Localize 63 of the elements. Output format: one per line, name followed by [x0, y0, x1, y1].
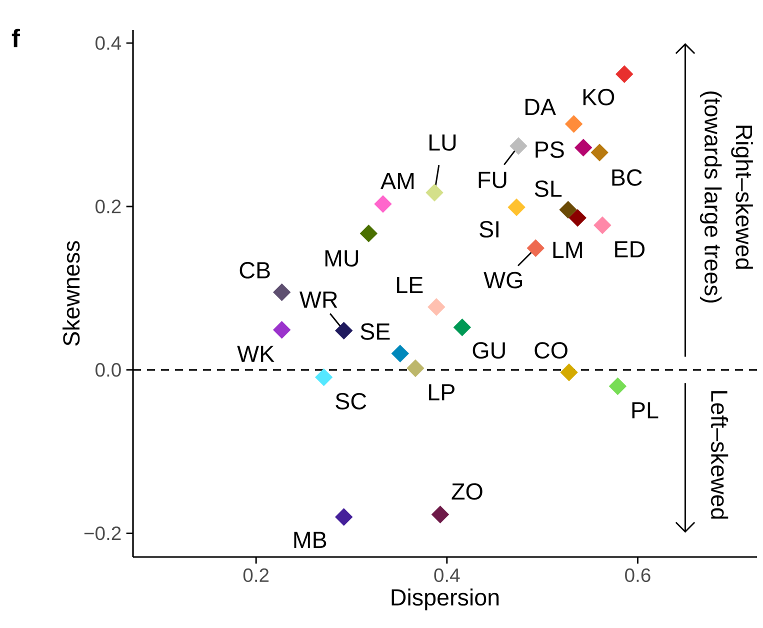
point — [335, 508, 353, 526]
annotation: WR — [300, 292, 338, 308]
annotation: GU — [472, 342, 505, 359]
annotation: SL — [534, 180, 562, 198]
annotation: KO — [583, 88, 614, 106]
point — [560, 364, 578, 382]
annotation: CO — [534, 342, 568, 359]
text: f — [12, 28, 20, 48]
annotation: SE — [360, 323, 390, 340]
point — [374, 195, 392, 213]
annotation: PS — [536, 141, 564, 158]
annotation: BC — [612, 169, 642, 186]
y-tick-label: 0.4 — [96, 36, 122, 50]
x-axis-title: Dispersion — [392, 588, 499, 610]
annotation: Left–skewed — [710, 391, 728, 519]
point — [508, 198, 526, 216]
point — [406, 360, 424, 378]
annotation: WG — [484, 272, 522, 288]
point — [391, 344, 409, 362]
annotation: LP — [429, 384, 454, 400]
y-tick-label: −0.2 — [84, 526, 121, 540]
x-tick-label: 0.2 — [243, 568, 269, 582]
point — [568, 209, 586, 227]
y-tick-label: 0.2 — [96, 200, 121, 214]
point — [608, 377, 626, 395]
annotation: ZO — [452, 483, 482, 500]
annotation: SI — [480, 221, 498, 238]
point — [453, 318, 471, 336]
annotation: MB — [294, 532, 326, 548]
point — [616, 65, 634, 83]
annotation: (towards large trees) — [700, 92, 722, 303]
point — [565, 115, 583, 133]
annotation: AM — [380, 172, 414, 190]
annotation: MU — [325, 250, 358, 267]
annotation: LM — [553, 242, 582, 258]
point — [526, 239, 544, 257]
point — [426, 184, 444, 202]
y-tick-label: 0.0 — [96, 363, 121, 377]
point — [428, 298, 446, 316]
point — [273, 321, 291, 339]
point — [360, 224, 378, 242]
point — [510, 137, 528, 155]
x-tick-label: 0.6 — [625, 568, 650, 582]
annotation: PL — [632, 402, 658, 418]
point — [315, 368, 333, 386]
y-axis-title: Skewness — [62, 241, 80, 346]
annotation: CB — [240, 262, 270, 279]
annotation: DA — [526, 98, 556, 115]
annotation: FU — [478, 172, 506, 188]
point — [590, 144, 608, 162]
point — [335, 322, 353, 340]
annotation: LU — [430, 134, 456, 151]
point — [574, 138, 592, 156]
annotation: ED — [615, 241, 645, 258]
point — [273, 284, 291, 302]
point — [559, 201, 577, 218]
annotation: SC — [336, 392, 366, 410]
point — [431, 506, 449, 524]
annotation: LE — [397, 276, 423, 294]
annotation: WK — [237, 346, 274, 362]
point — [594, 216, 612, 234]
annotation: Right–skewed — [731, 126, 753, 269]
x-tick-label: 0.4 — [434, 568, 460, 582]
